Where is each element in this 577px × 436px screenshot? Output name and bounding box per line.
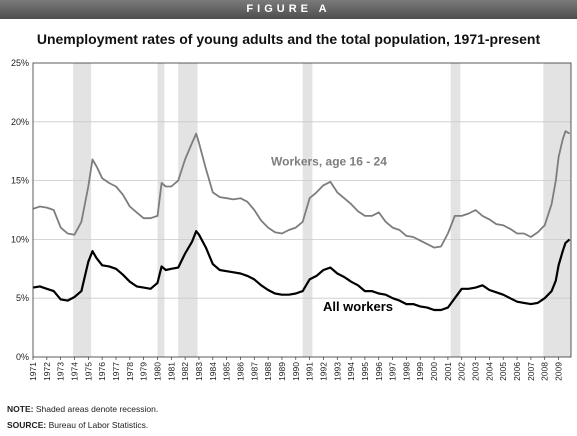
x-tick-label: 1986 bbox=[235, 362, 245, 381]
x-tick-label: 1976 bbox=[97, 362, 107, 381]
y-tick-label: 5% bbox=[16, 293, 29, 303]
x-tick-label: 2002 bbox=[457, 362, 467, 381]
recession-band bbox=[73, 63, 92, 357]
x-tick-label: 1987 bbox=[249, 362, 259, 381]
x-tick-label: 1982 bbox=[180, 362, 190, 381]
chart-note: NOTE: Shaded areas denote recession. bbox=[7, 404, 158, 414]
note-label: NOTE: bbox=[7, 404, 34, 414]
note-text: Shaded areas denote recession. bbox=[35, 404, 159, 414]
chart-source: SOURCE: Bureau of Labor Statistics. bbox=[7, 420, 148, 430]
x-tick-label: 2001 bbox=[443, 362, 453, 381]
x-tick-label: 1977 bbox=[111, 362, 121, 381]
source-label: SOURCE: bbox=[7, 420, 47, 430]
x-axis: 1971 1972 1973 1974 1975 1976 1977 1978 1979 1980… bbox=[28, 357, 564, 381]
series-line-young-workers bbox=[32, 130, 571, 249]
recession-bands bbox=[73, 63, 571, 357]
x-tick-label: 1992 bbox=[318, 362, 328, 381]
y-tick-label: 15% bbox=[11, 176, 29, 186]
x-tick-label: 1998 bbox=[401, 362, 411, 381]
x-tick-label: 1993 bbox=[332, 362, 342, 381]
figure-banner: FIGURE A bbox=[0, 0, 577, 19]
y-axis: 0% 5% 10% 15% 20% 25% bbox=[11, 58, 29, 362]
x-tick-label: 2000 bbox=[429, 362, 439, 381]
x-tick-label: 1997 bbox=[388, 362, 398, 381]
x-tick-label: 1981 bbox=[166, 362, 176, 381]
plot-frame bbox=[32, 62, 572, 358]
x-tick-label: 1999 bbox=[415, 362, 425, 381]
x-tick-label: 2009 bbox=[554, 362, 564, 381]
x-tick-label: 1989 bbox=[277, 362, 287, 381]
x-tick-label: 2005 bbox=[498, 362, 508, 381]
x-tick-label: 1971 bbox=[28, 362, 38, 381]
series-label: Workers, age 16 - 24 bbox=[271, 154, 387, 168]
x-tick-label: 1972 bbox=[42, 362, 52, 381]
source-text: Bureau of Labor Statistics. bbox=[48, 420, 149, 430]
x-tick-label: 2007 bbox=[526, 362, 536, 381]
recession-band bbox=[302, 63, 313, 357]
x-tick-label: 2006 bbox=[512, 362, 522, 381]
x-tick-label: 1990 bbox=[291, 362, 301, 381]
recession-band bbox=[178, 63, 198, 357]
y-tick-label: 0% bbox=[16, 352, 29, 362]
x-tick-label: 1973 bbox=[56, 362, 66, 381]
x-tick-label: 1983 bbox=[194, 362, 204, 381]
x-tick-label: 2004 bbox=[484, 362, 494, 381]
series-label: All workers bbox=[323, 299, 393, 314]
x-tick-label: 1994 bbox=[346, 362, 356, 381]
y-tick-label: 20% bbox=[11, 117, 29, 127]
recession-band bbox=[543, 63, 571, 357]
x-tick-label: 2003 bbox=[471, 362, 481, 381]
x-tick-label: 1991 bbox=[305, 362, 315, 381]
series-line-all-workers bbox=[32, 230, 571, 312]
x-tick-label: 1979 bbox=[139, 362, 149, 381]
x-tick-label: 1988 bbox=[263, 362, 273, 381]
x-tick-label: 2008 bbox=[540, 362, 550, 381]
x-tick-label: 1984 bbox=[208, 362, 218, 381]
x-tick-label: 1995 bbox=[360, 362, 370, 381]
y-tick-label: 25% bbox=[11, 58, 29, 68]
x-tick-label: 1978 bbox=[125, 362, 135, 381]
x-tick-label: 1985 bbox=[222, 362, 232, 381]
x-tick-label: 1996 bbox=[374, 362, 384, 381]
x-tick-label: 1980 bbox=[152, 362, 162, 381]
gridlines bbox=[33, 121, 571, 299]
recession-band bbox=[450, 63, 461, 357]
figure-label: FIGURE A bbox=[246, 3, 331, 15]
x-tick-label: 1974 bbox=[69, 362, 79, 381]
annotations: Workers, age 16 - 24 All workers bbox=[271, 154, 393, 314]
chart-title: Unemployment rates of young adults and t… bbox=[36, 31, 541, 47]
series-lines bbox=[32, 130, 571, 312]
recession-band bbox=[157, 63, 165, 357]
y-tick-label: 10% bbox=[11, 234, 29, 244]
x-tick-label: 1975 bbox=[83, 362, 93, 381]
